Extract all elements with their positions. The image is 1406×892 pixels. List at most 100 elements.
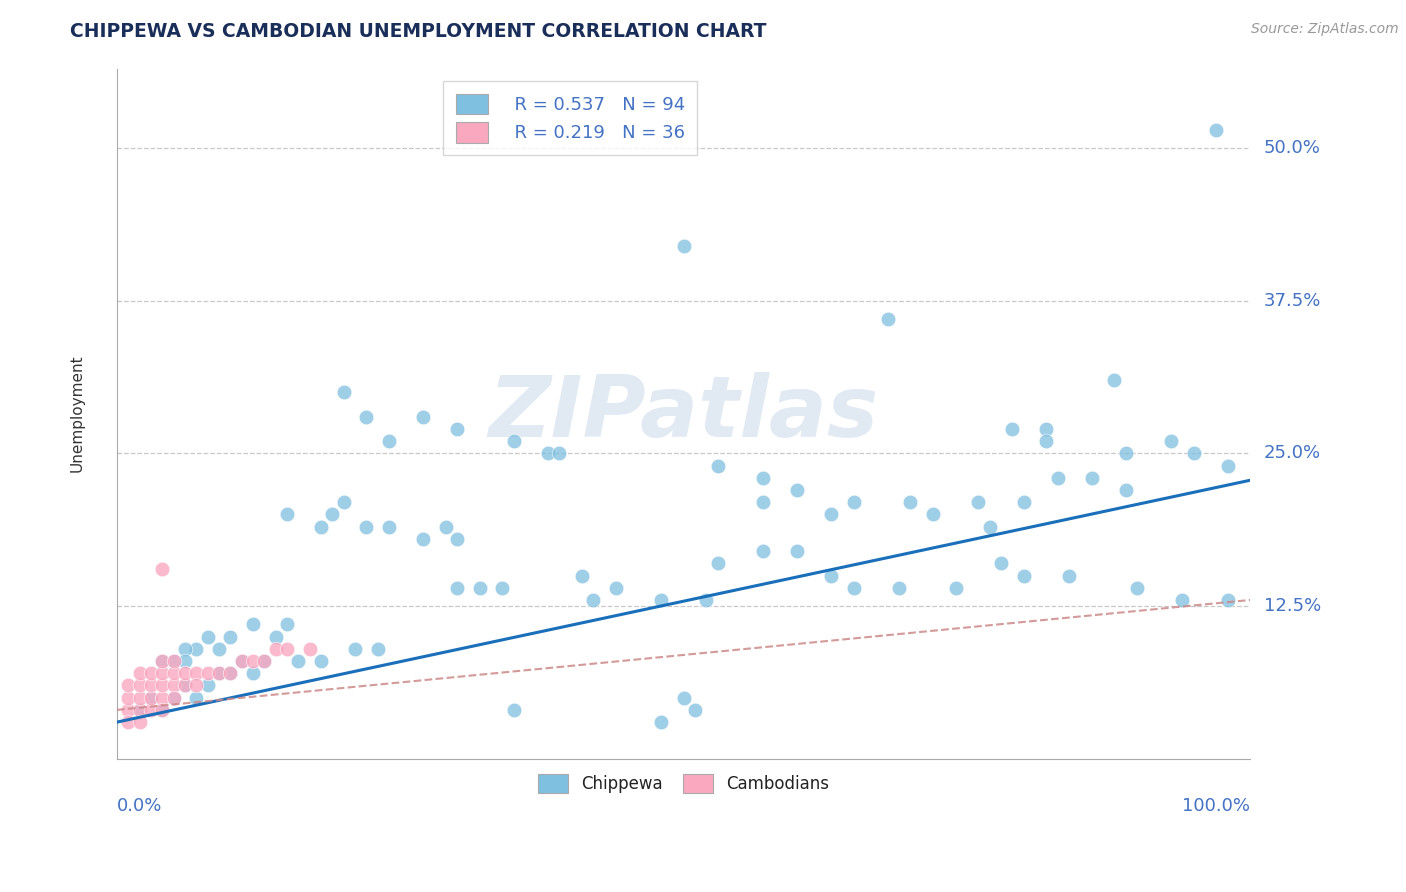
Point [672,690,695,705]
Point [173,654,195,668]
Point [672,238,695,252]
Point [150,654,173,668]
Text: 37.5%: 37.5% [1264,292,1322,310]
Point [1115,446,1137,460]
Point [276,617,298,632]
Point [491,581,513,595]
Point [128,703,150,717]
Point [139,690,162,705]
Text: ZIPatlas: ZIPatlas [488,372,879,455]
Point [173,666,195,681]
Point [502,434,524,449]
Point [1115,483,1137,497]
Point [197,630,219,644]
Point [117,678,139,692]
Point [332,385,354,400]
Point [706,458,728,473]
Point [354,409,377,424]
Point [1035,434,1057,449]
Point [887,581,910,595]
Point [1012,568,1035,582]
Point [1171,593,1194,607]
Point [231,654,253,668]
Point [967,495,990,509]
Point [752,495,775,509]
Point [548,446,571,460]
Point [150,703,173,717]
Point [173,678,195,692]
Point [253,654,276,668]
Point [1160,434,1182,449]
Point [605,581,627,595]
Point [197,678,219,692]
Point [922,508,945,522]
Point [139,690,162,705]
Point [128,690,150,705]
Point [186,690,208,705]
Point [139,666,162,681]
Point [186,666,208,681]
Point [128,715,150,730]
Point [321,508,343,522]
Point [1001,422,1024,436]
Point [150,562,173,576]
Point [208,666,231,681]
Point [1126,581,1149,595]
Point [354,519,377,533]
Point [786,544,808,558]
Point [898,495,921,509]
Point [752,544,775,558]
Point [117,715,139,730]
Point [309,519,332,533]
Point [162,690,184,705]
Point [128,666,150,681]
Point [332,495,354,509]
Point [219,630,242,644]
Text: 25.0%: 25.0% [1264,444,1322,462]
Point [117,690,139,705]
Point [128,678,150,692]
Point [139,703,162,717]
Point [276,508,298,522]
Point [186,678,208,692]
Point [695,593,717,607]
Point [571,568,593,582]
Point [378,434,401,449]
Point [264,641,287,656]
Point [287,654,309,668]
Point [219,666,242,681]
Point [412,532,434,546]
Point [231,654,253,668]
Text: 12.5%: 12.5% [1264,597,1322,615]
Point [1216,593,1239,607]
Point [582,593,605,607]
Point [367,641,389,656]
Point [446,422,468,436]
Point [264,630,287,644]
Point [173,641,195,656]
Text: 0.0%: 0.0% [117,797,162,814]
Text: Unemployment: Unemployment [70,355,84,473]
Point [706,557,728,571]
Point [343,641,366,656]
Point [173,678,195,692]
Point [276,641,298,656]
Point [1216,458,1239,473]
Point [979,519,1001,533]
Point [242,666,264,681]
Point [446,532,468,546]
Point [1012,495,1035,509]
Text: Source: ZipAtlas.com: Source: ZipAtlas.com [1251,22,1399,37]
Point [650,715,672,730]
Point [842,581,865,595]
Point [197,666,219,681]
Point [162,690,184,705]
Point [683,703,706,717]
Point [412,409,434,424]
Point [150,678,173,692]
Point [378,519,401,533]
Point [186,641,208,656]
Point [219,666,242,681]
Point [446,581,468,595]
Point [786,483,808,497]
